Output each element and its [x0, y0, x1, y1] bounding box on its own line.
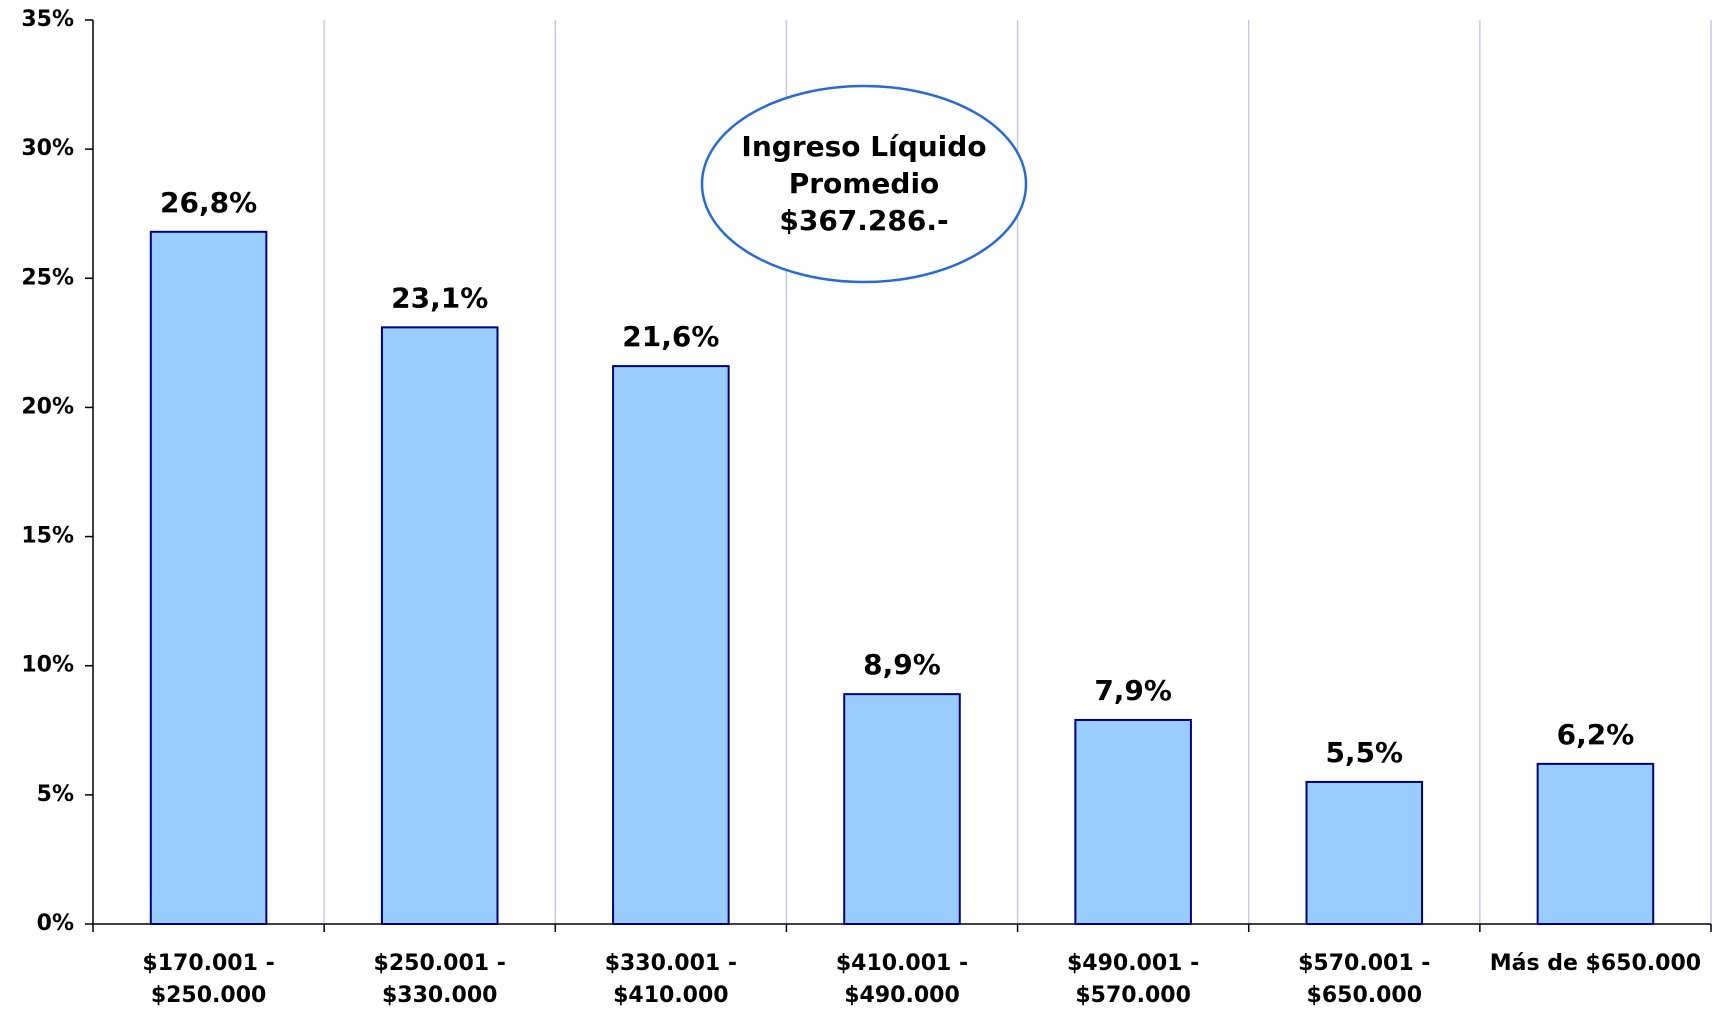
y-tick-label: 30%: [21, 136, 74, 161]
bar: [843, 693, 961, 926]
y-tick-label: 20%: [21, 394, 74, 419]
x-tick-label: $170.001 - $250.000: [142, 951, 275, 1008]
bar: [1074, 718, 1192, 925]
x-tick-label: Más de $650.000: [1489, 951, 1702, 976]
x-tick-label: $490.001 - $570.000: [1066, 951, 1200, 1008]
y-tick-label: 5%: [37, 782, 74, 807]
bar: [380, 326, 499, 925]
value-label: 23,1%: [391, 281, 488, 314]
annotation-ellipse: [700, 84, 1028, 284]
value-label: 6,2%: [1557, 718, 1635, 751]
bar: [1305, 780, 1424, 926]
bar: [612, 365, 730, 925]
value-label: 8,9%: [863, 648, 941, 681]
y-tick-label: 15%: [21, 524, 74, 549]
x-tick-label: $250.001 - $330.000: [373, 951, 506, 1008]
x-tick-label: $570.001 - $650.000: [1298, 951, 1431, 1008]
annotation-text: Ingreso Líquido: [741, 130, 986, 163]
bar: [149, 230, 268, 925]
y-tick-label: 10%: [21, 653, 74, 678]
x-tick-label: $330.001 - $410.000: [604, 951, 737, 1008]
y-tick-label: 35%: [21, 7, 74, 32]
value-label: 5,5%: [1325, 736, 1403, 769]
x-tick-label: $410.001 - $490.000: [835, 951, 969, 1008]
value-label: 7,9%: [1094, 674, 1172, 707]
value-label: 21,6%: [622, 320, 719, 353]
bar: [1536, 762, 1655, 925]
y-tick-label: 25%: [21, 265, 74, 290]
value-label: 26,8%: [160, 186, 257, 219]
y-tick-label: 0%: [37, 911, 74, 936]
annotation-text: Promedio: [789, 167, 940, 200]
annotation-text: $367.286.-: [779, 204, 948, 237]
